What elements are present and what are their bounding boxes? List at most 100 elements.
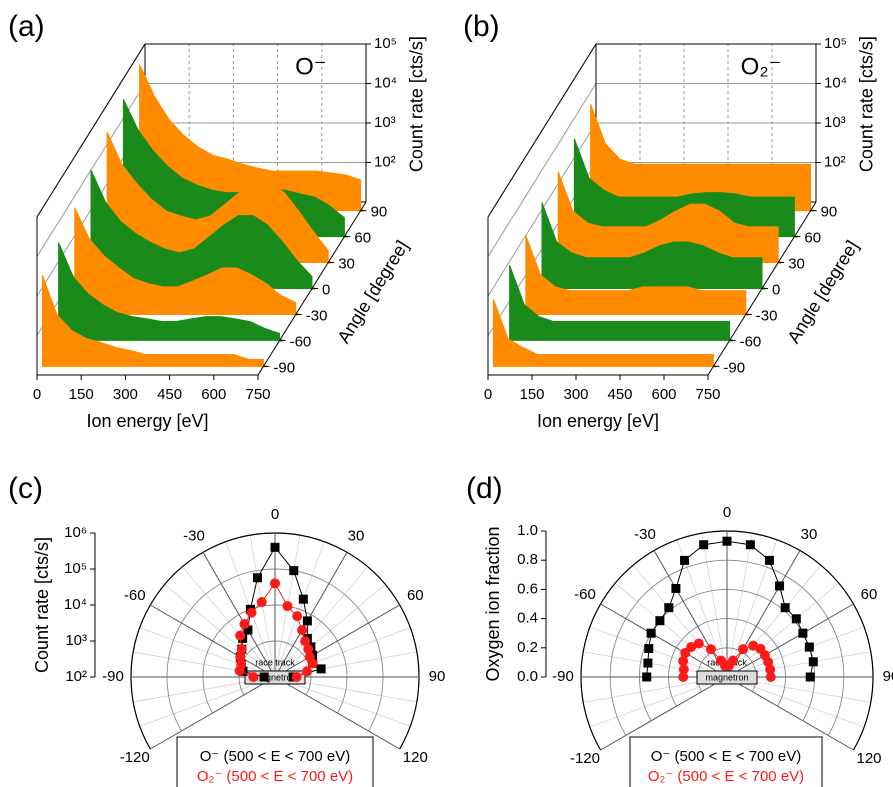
y-tick-label: -60 [740, 333, 762, 350]
marker [307, 658, 318, 669]
marker [303, 644, 314, 655]
marker [804, 642, 814, 652]
marker [236, 644, 247, 655]
radial-grid [726, 626, 865, 678]
marker [644, 644, 654, 654]
radial-grid [614, 582, 728, 678]
spectrum-area [557, 171, 779, 264]
radial-grid [726, 582, 840, 678]
marker [259, 672, 269, 682]
theta-grid [726, 603, 854, 678]
x-tick-label: 150 [519, 386, 544, 403]
marker [727, 655, 738, 666]
radial-grid [726, 676, 865, 728]
panel-label: (c) [8, 472, 43, 505]
r-tick-label: 10⁵ [64, 560, 87, 577]
annotation: O₂⁻ [741, 53, 782, 80]
theta-grid [600, 676, 728, 751]
marker [302, 616, 312, 626]
marker [289, 566, 299, 576]
marker [316, 664, 326, 674]
theta-tick-label: -30 [634, 526, 656, 543]
y-tick-label: -30 [306, 307, 328, 324]
annotation: O⁻ [295, 53, 326, 80]
annotation: magnetron [705, 672, 748, 682]
theta-grid [150, 676, 276, 750]
legend-entry: O₂⁻ (500 < E < 700 eV) [648, 768, 804, 785]
theta-grid [653, 550, 728, 678]
theta-grid [150, 604, 276, 678]
y-tick-label: -60 [290, 333, 312, 350]
z-tick-label: 10⁵ [374, 35, 397, 52]
z-tick-label: 10³ [824, 114, 846, 131]
z-axis-title: Count rate [cts/s] [857, 36, 877, 172]
x-tick-label: 450 [157, 386, 182, 403]
r-tick-label: 0.6 [517, 580, 538, 597]
marker [791, 614, 801, 624]
axis-edge [36, 43, 146, 218]
theta-tick-label: -90 [552, 668, 574, 685]
y-axis-title: Angle [degree] [333, 237, 412, 347]
theta-grid [600, 603, 728, 678]
theta-grid [202, 552, 276, 678]
x-tick-label: 0 [484, 386, 492, 403]
x-tick-label: 150 [69, 386, 94, 403]
marker [253, 573, 263, 583]
spectrum-area [90, 169, 313, 289]
marker [765, 664, 776, 675]
axis-edge [487, 43, 597, 218]
side-grid-line [487, 83, 597, 257]
marker [722, 536, 732, 546]
theta-grid [274, 676, 400, 750]
annotation: race track [255, 657, 295, 667]
marker [298, 594, 308, 604]
marker [805, 672, 815, 682]
legend-box [176, 736, 374, 787]
x-axis-title: Ion energy [eV] [86, 411, 208, 431]
marker [235, 651, 246, 662]
spectrum-area [41, 275, 264, 367]
spectrum-area [106, 131, 329, 264]
y-tick-label: 0 [772, 281, 780, 298]
y-tick-label: 0 [322, 281, 330, 298]
marker [678, 672, 689, 682]
annotation: magnetron [253, 672, 296, 682]
radial-grid [589, 626, 728, 678]
z-tick-label: 10⁴ [824, 74, 847, 91]
spectrum-area [590, 103, 812, 212]
theta-tick-label: -60 [124, 587, 146, 604]
z-tick-label: 10² [824, 153, 846, 170]
marker [664, 603, 674, 613]
spectrum-area [525, 235, 747, 315]
marker [236, 659, 247, 670]
radial-grid [589, 676, 728, 728]
marker [239, 619, 250, 630]
z-tick-label: 10⁴ [374, 74, 397, 91]
x-axis-title: Ion energy [eV] [537, 411, 659, 431]
theta-tick-label: -120 [570, 750, 600, 767]
y-tick-label: 30 [788, 256, 805, 273]
y-axis-title: Angle [degree] [783, 237, 862, 347]
x-tick-label: 750 [695, 386, 720, 403]
marker [705, 644, 716, 655]
theta-tick-label: 30 [801, 526, 818, 543]
marker [780, 603, 790, 613]
y-tick-label: -30 [756, 307, 778, 324]
marker [699, 540, 709, 550]
theta-tick-label: 60 [861, 586, 878, 603]
marker [246, 607, 257, 618]
x-tick-label: 450 [607, 386, 632, 403]
x-tick-label: 750 [245, 386, 270, 403]
marker [678, 656, 689, 667]
marker [775, 581, 785, 591]
x-tick-label: 300 [113, 386, 138, 403]
marker [291, 672, 302, 682]
theta-tick-label: 30 [348, 528, 365, 545]
legend-entry: O⁻ (500 < E < 700 eV) [651, 748, 802, 765]
marker [282, 601, 293, 612]
marker [764, 555, 774, 565]
y-tick-label: 90 [821, 204, 838, 221]
marker [808, 657, 818, 667]
marker [235, 630, 246, 641]
marker [302, 666, 313, 677]
